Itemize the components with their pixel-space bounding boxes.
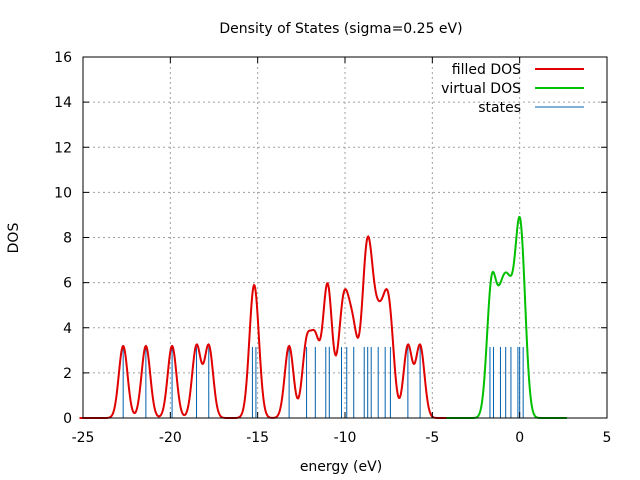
y-tick-label: 0: [63, 411, 72, 427]
y-tick-label: 12: [54, 140, 72, 156]
legend-label: virtual DOS: [441, 81, 521, 97]
y-tick-label: 14: [54, 95, 72, 111]
series-line-filled-DOS: [79, 235, 464, 419]
axis-ticks: -25 -20 -15 -10 -5 0 5 0 2 4 6 8 10 12 14 16: [54, 50, 611, 446]
y-tick-label: 8: [63, 231, 72, 247]
x-tick-label: -20: [159, 430, 182, 446]
y-tick-label: 2: [63, 366, 72, 382]
x-axis-label: energy (eV): [300, 459, 382, 475]
series-line-virtual-DOS: [446, 215, 567, 419]
x-tick-label: -5: [425, 430, 439, 446]
y-tick-label: 6: [63, 276, 72, 292]
states-impulses: [122, 346, 524, 418]
legend: filled DOS virtual DOS states: [441, 62, 584, 116]
y-tick-label: 16: [54, 50, 72, 66]
y-axis-label: DOS: [6, 223, 22, 254]
x-tick-label: 5: [603, 430, 612, 446]
x-tick-label: -10: [334, 430, 357, 446]
legend-label: states: [478, 100, 521, 116]
x-tick-label: -25: [72, 430, 95, 446]
y-tick-label: 10: [54, 185, 72, 201]
x-tick-label: 0: [515, 430, 524, 446]
x-tick-label: -15: [246, 430, 269, 446]
legend-label: filled DOS: [452, 62, 521, 78]
y-tick-label: 4: [63, 321, 72, 337]
chart-title: Density of States (sigma=0.25 eV): [219, 21, 462, 37]
